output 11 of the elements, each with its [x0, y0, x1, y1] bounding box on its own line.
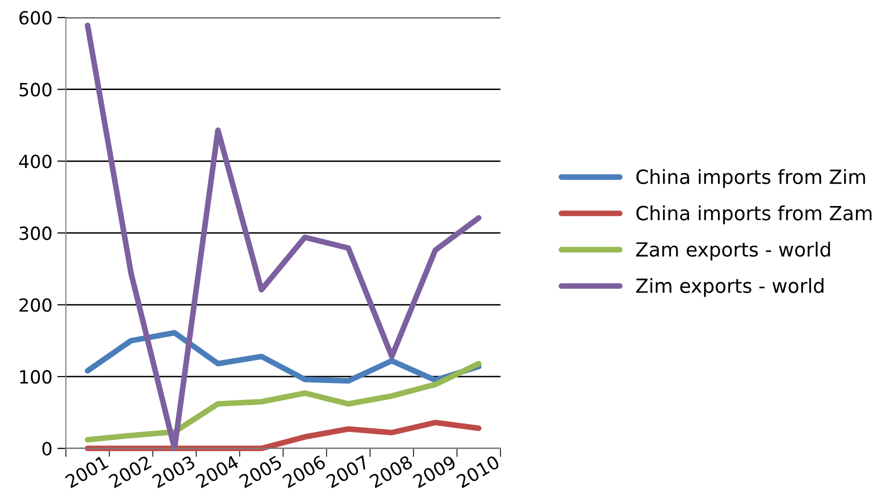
y-tick-label: 0 — [42, 442, 52, 456]
y-tick-label: 400 — [19, 154, 52, 168]
y-tick-label: 100 — [20, 370, 52, 384]
y-tick-label: 600 — [19, 10, 52, 25]
legend-label: Zam exports - world — [636, 242, 830, 261]
y-tick-label: 200 — [20, 298, 52, 312]
legend-label: Zim exports - world — [636, 278, 824, 297]
legend-label: China imports from Zim — [636, 169, 865, 188]
y-tick-label: 300 — [20, 226, 52, 240]
legend-label: China imports from Zam — [636, 205, 872, 224]
y-tick-label: 500 — [20, 82, 52, 96]
